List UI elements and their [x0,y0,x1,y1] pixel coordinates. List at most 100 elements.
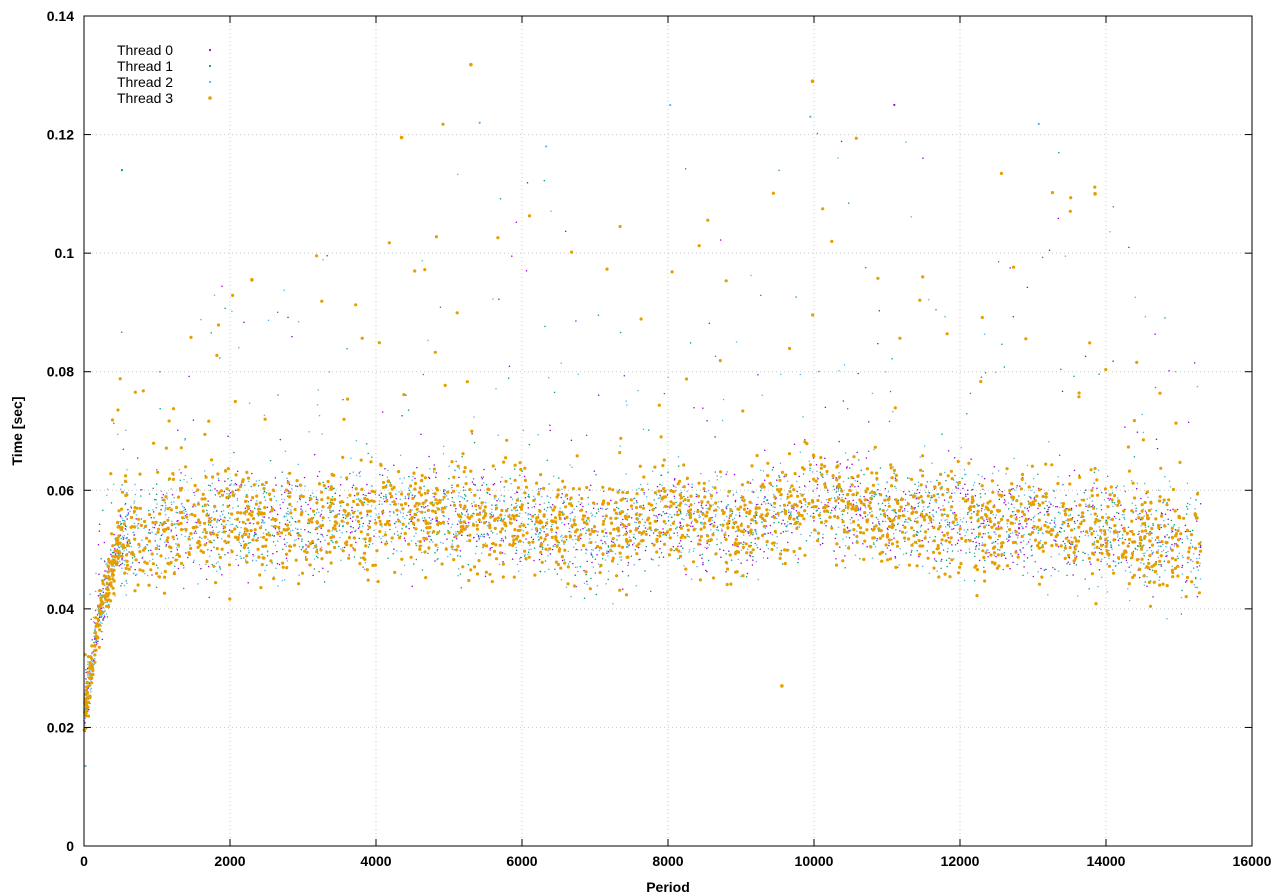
data-point [286,541,288,544]
data-point [863,473,865,476]
data-point [320,498,324,502]
data-point [400,532,403,535]
data-point [820,501,823,503]
data-point [198,563,201,566]
data-point [290,509,292,511]
data-point [211,526,214,528]
data-point [854,486,856,488]
data-point [973,579,976,582]
data-point [321,519,324,522]
data-point [1082,559,1084,562]
data-point [537,533,540,535]
data-point [686,512,688,515]
data-point [203,470,206,472]
data-point [549,506,551,508]
data-point [291,484,293,487]
data-point [279,535,281,538]
data-point [367,452,369,455]
data-point [357,527,360,529]
data-point [153,498,156,501]
data-point [700,506,703,508]
data-point [543,531,545,533]
data-point [574,556,576,559]
data-point [544,525,547,527]
data-point [244,507,247,510]
data-point [859,515,862,517]
data-point [606,507,609,510]
data-point [380,492,383,495]
data-point [755,560,758,563]
data-point [1026,507,1029,510]
data-point [617,517,619,519]
data-point [1013,506,1015,509]
data-point [870,490,874,494]
data-point [706,542,708,545]
data-point [371,456,373,458]
data-point [108,568,110,570]
data-point [1130,529,1134,534]
data-point [633,536,635,538]
data-point [631,544,634,546]
data-point [214,488,216,490]
data-point [334,514,338,518]
data-point [638,513,642,517]
data-point [336,530,338,532]
data-point [381,513,384,515]
data-point [401,482,403,484]
data-point [124,503,126,506]
data-point [778,474,780,477]
data-point [798,526,801,528]
data-point [981,507,983,510]
data-point [482,509,486,513]
data-point [1012,315,1015,318]
data-point [678,542,681,545]
data-point [677,465,680,467]
data-point [179,528,184,532]
data-point [104,570,106,572]
data-point [1134,504,1137,507]
data-point [187,551,191,555]
data-point [1085,505,1087,508]
data-point [1158,563,1160,566]
data-point [984,508,986,511]
data-point [1166,555,1168,557]
data-point [115,560,119,564]
data-point [941,531,943,533]
data-point [916,489,919,491]
data-point [597,563,600,565]
data-point [403,477,406,479]
data-point [1150,549,1153,552]
data-point [1061,502,1066,506]
data-point [1146,549,1148,552]
data-point [892,466,894,468]
data-point [862,542,864,545]
data-point [684,168,687,170]
data-point [700,523,703,525]
data-point [504,530,507,532]
data-point [1006,538,1008,540]
data-point [1065,494,1067,496]
data-point [392,510,395,513]
data-point [1003,366,1006,368]
data-point [1074,500,1076,503]
data-point [745,575,748,578]
data-point [1116,536,1119,538]
data-point [859,508,862,511]
data-point [1162,502,1164,504]
data-point [747,544,752,548]
data-point [297,532,300,534]
data-point [1013,514,1015,517]
data-point [273,509,276,512]
data-point [277,540,279,542]
data-point [232,507,234,509]
data-point [131,557,134,559]
data-point [547,549,549,552]
data-point [759,294,762,297]
data-point [755,514,757,516]
data-point [156,545,159,548]
data-point [799,373,802,376]
data-point [1094,551,1096,553]
data-point [263,491,265,493]
data-point [763,550,765,553]
data-point [305,544,307,546]
